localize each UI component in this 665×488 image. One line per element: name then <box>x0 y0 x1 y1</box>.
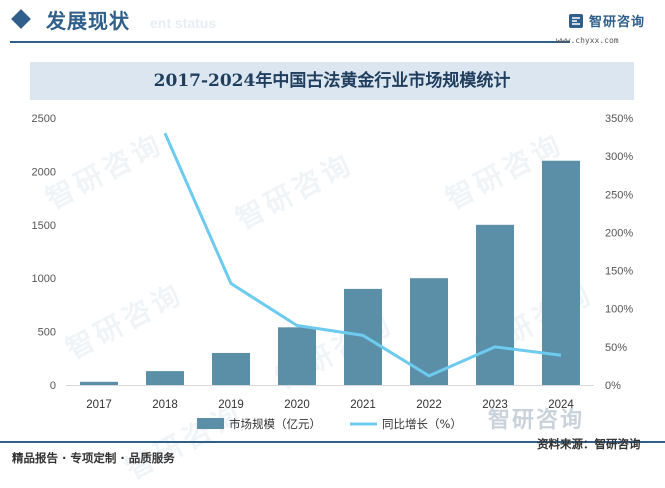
y-right-tick-label: 0% <box>605 380 621 392</box>
source-note: 资料来源：智研咨询 <box>537 437 641 451</box>
legend-line-label: 同比增长（%） <box>382 417 462 431</box>
y-right-tick-label: 50% <box>605 342 627 354</box>
bar <box>80 381 118 385</box>
header-rule <box>10 41 570 43</box>
x-tick-label: 2022 <box>416 399 442 411</box>
x-tick-label: 2024 <box>548 399 574 411</box>
x-tick-label: 2019 <box>218 399 244 411</box>
y-left-tick-label: 500 <box>38 327 56 339</box>
y-right-tick-label: 250% <box>605 189 633 201</box>
brand-logo: 智研咨询 <box>568 11 664 31</box>
y-right-tick-label: 300% <box>605 151 633 163</box>
section-subtitle: ent status <box>150 15 217 31</box>
x-tick-label: 2018 <box>152 399 178 411</box>
y-right-tick-label: 150% <box>605 266 633 278</box>
footer-tagline: 精品报告 · 专项定制 · 品质服务 <box>12 451 175 465</box>
legend-bar-label: 市场规模（亿元） <box>229 417 321 431</box>
y-right-tick-label: 100% <box>605 304 633 316</box>
y-left-tick-label: 2000 <box>32 166 56 178</box>
x-tick-label: 2020 <box>284 399 310 411</box>
x-tick-label: 2021 <box>350 399 376 411</box>
bar <box>542 160 580 385</box>
watermark-logo: 智研咨询 <box>488 408 585 433</box>
y-left-tick-label: 2500 <box>32 113 56 125</box>
bar <box>278 327 316 385</box>
y-right-tick-label: 350% <box>605 113 633 125</box>
y-right-tick-label: 200% <box>605 227 633 239</box>
chart-title-band: 2017-2024年中国古法黄金行业市场规模统计 <box>30 62 634 100</box>
series-line <box>163 132 562 378</box>
bar <box>476 224 514 385</box>
logo-url: www.chyxx.com <box>556 36 619 45</box>
section-title: 发展现状 <box>46 9 130 33</box>
footer-rule <box>0 441 665 443</box>
logo-icon <box>569 14 583 28</box>
header: 发展现状 ent status 智研咨询 www.chyxx.com <box>0 0 665 45</box>
legend-bar-swatch <box>197 418 224 429</box>
logo-text: 智研咨询 <box>589 15 646 30</box>
bar <box>212 352 250 385</box>
x-tick-label: 2023 <box>482 399 508 411</box>
chart: 0 500 1000 1500 2000 2500 0% 50% 100% 150% 200% 250… <box>32 113 634 431</box>
bar <box>146 371 184 385</box>
y-left-tick-label: 0 <box>50 380 56 392</box>
x-tick-label: 2017 <box>86 399 112 411</box>
y-left-tick-label: 1500 <box>32 220 56 232</box>
y-left-tick-label: 1000 <box>32 273 56 285</box>
chart-title: 2017-2024年中国古法黄金行业市场规模统计 <box>153 71 511 91</box>
